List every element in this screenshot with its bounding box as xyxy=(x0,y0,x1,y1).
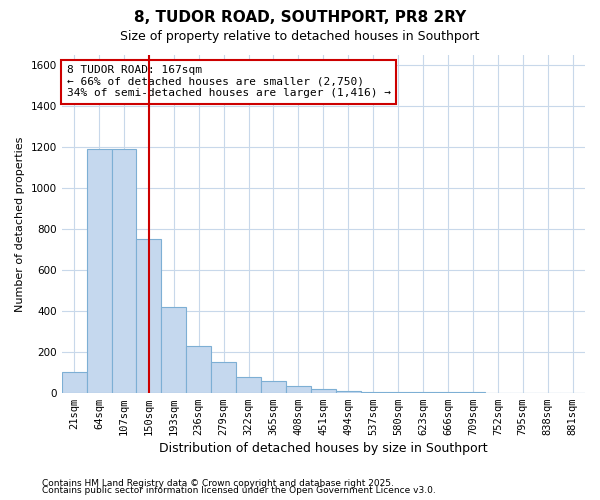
Bar xyxy=(86,149,112,392)
Bar xyxy=(136,239,161,392)
Bar xyxy=(62,372,86,392)
Bar xyxy=(211,362,236,392)
Text: 8, TUDOR ROAD, SOUTHPORT, PR8 2RY: 8, TUDOR ROAD, SOUTHPORT, PR8 2RY xyxy=(134,10,466,25)
Bar xyxy=(161,306,186,392)
Text: Contains public sector information licensed under the Open Government Licence v3: Contains public sector information licen… xyxy=(42,486,436,495)
Bar xyxy=(311,388,336,392)
Bar xyxy=(336,390,361,392)
Text: 8 TUDOR ROAD: 167sqm
← 66% of detached houses are smaller (2,750)
34% of semi-de: 8 TUDOR ROAD: 167sqm ← 66% of detached h… xyxy=(67,65,391,98)
Bar xyxy=(236,378,261,392)
X-axis label: Distribution of detached houses by size in Southport: Distribution of detached houses by size … xyxy=(159,442,488,455)
Bar xyxy=(286,386,311,392)
Text: Size of property relative to detached houses in Southport: Size of property relative to detached ho… xyxy=(121,30,479,43)
Y-axis label: Number of detached properties: Number of detached properties xyxy=(15,136,25,312)
Bar xyxy=(261,382,286,392)
Text: Contains HM Land Registry data © Crown copyright and database right 2025.: Contains HM Land Registry data © Crown c… xyxy=(42,478,394,488)
Bar xyxy=(112,149,136,392)
Bar xyxy=(186,346,211,393)
